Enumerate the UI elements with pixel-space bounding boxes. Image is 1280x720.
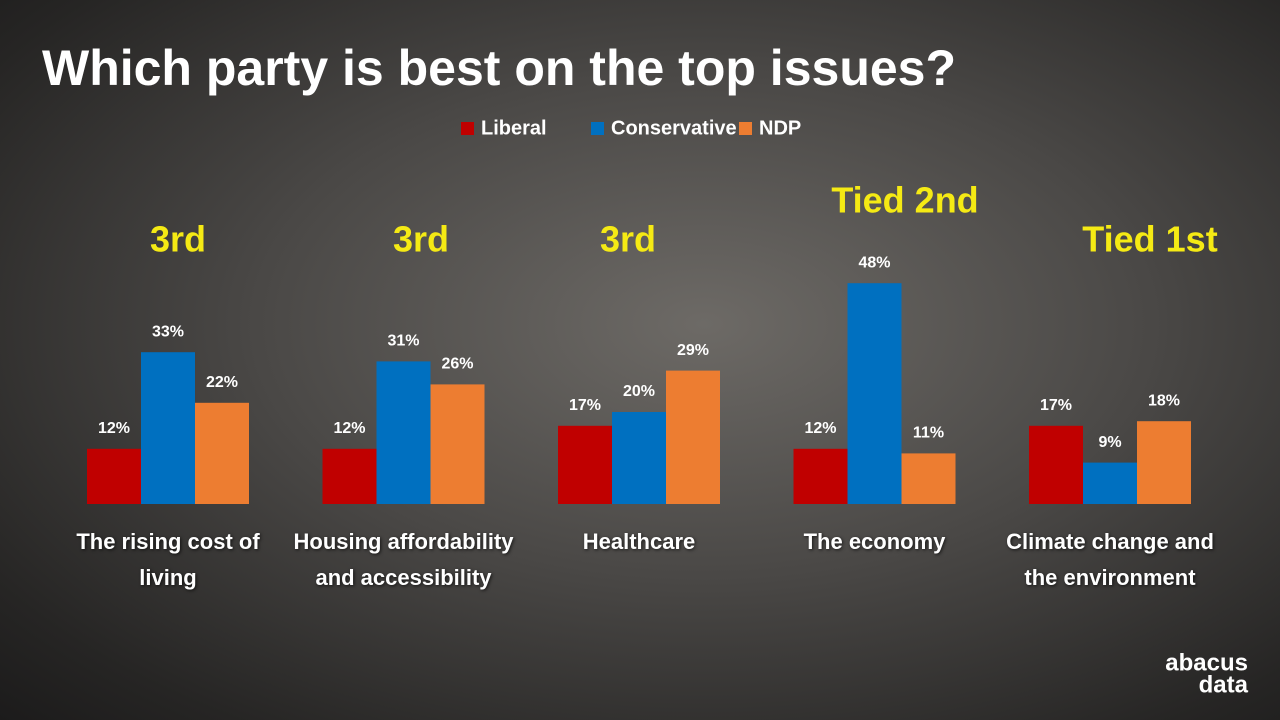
legend-swatch [461, 122, 474, 135]
bar [901, 453, 956, 504]
value-label: 31% [387, 333, 419, 350]
value-label: 48% [858, 254, 890, 271]
value-label: 17% [1040, 397, 1072, 414]
legend-label: Liberal [481, 117, 547, 139]
annotation: 3rd [150, 219, 206, 260]
annotation: Tied 1st [1082, 219, 1217, 260]
bar [376, 361, 431, 504]
value-label: 33% [152, 323, 184, 340]
category-label: The rising cost of living [76, 529, 260, 590]
legend-swatch [591, 122, 604, 135]
value-label: 20% [623, 383, 655, 400]
category-label: Climate change and the environment [1006, 529, 1214, 590]
annotation: 3rd [393, 219, 449, 260]
category-label: Housing affordability and accessibility [293, 529, 514, 590]
value-label: 11% [913, 425, 944, 442]
value-label: 17% [569, 397, 601, 414]
logo-text: data [1199, 671, 1249, 698]
value-label: 12% [804, 420, 836, 437]
bar [558, 425, 612, 504]
category-label: The economy [803, 529, 946, 554]
bar [430, 384, 485, 504]
legend-swatch [739, 122, 752, 135]
bar [847, 283, 902, 504]
category-label: Healthcare [582, 529, 696, 554]
legend-label: Conservative [611, 117, 737, 139]
value-label: 26% [441, 356, 473, 373]
value-label: 29% [677, 342, 709, 359]
bar [666, 370, 720, 504]
bar [793, 448, 848, 504]
annotation: 3rd [600, 219, 656, 260]
value-label: 12% [333, 420, 365, 437]
bar [612, 412, 666, 504]
chart-title: Which party is best on the top issues? [42, 40, 956, 96]
bar [141, 352, 195, 504]
value-label: 22% [206, 374, 238, 391]
legend-label: NDP [759, 117, 801, 139]
annotation: Tied 2nd [831, 180, 978, 221]
bar [322, 448, 377, 504]
bar [1137, 421, 1191, 504]
bar [1029, 425, 1083, 504]
bar [87, 448, 141, 504]
logo-text: abacus [1165, 649, 1248, 676]
bar [195, 402, 249, 504]
value-label: 9% [1098, 434, 1121, 451]
bar [1083, 462, 1137, 504]
value-label: 12% [98, 420, 130, 437]
value-label: 18% [1148, 392, 1180, 409]
